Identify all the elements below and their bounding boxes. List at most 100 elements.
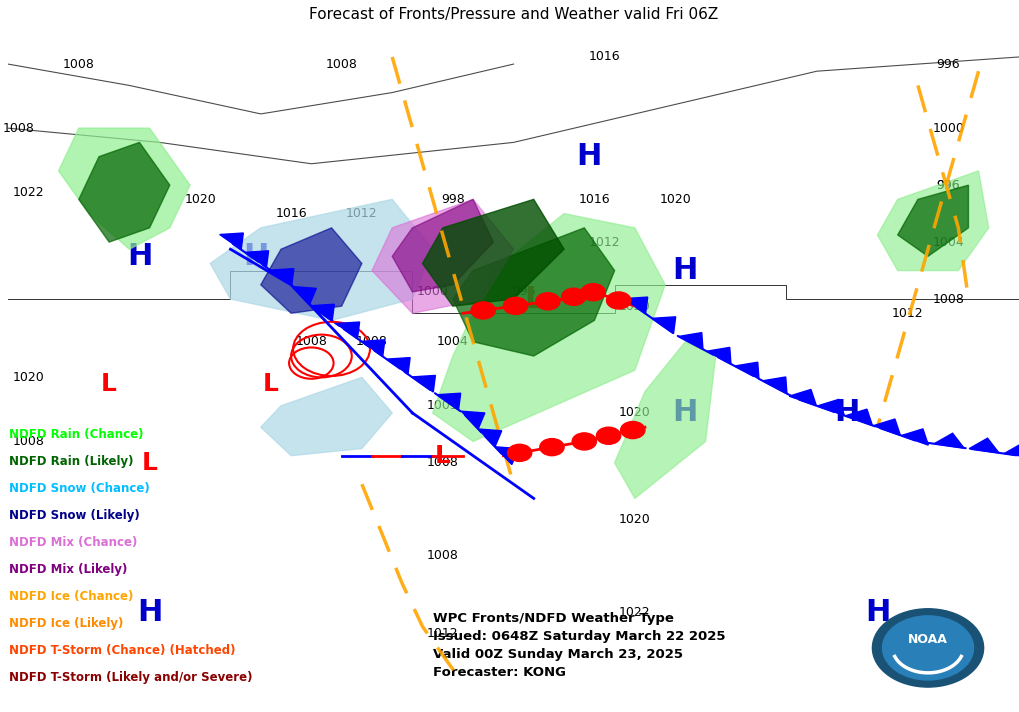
Text: L: L: [142, 451, 158, 475]
Polygon shape: [392, 199, 493, 292]
Text: WPC Fronts/NDFD Weather Type
Issued: 0648Z Saturday March 22 2025
Valid 00Z Sund: WPC Fronts/NDFD Weather Type Issued: 064…: [433, 612, 726, 679]
Text: 1004: 1004: [437, 335, 469, 348]
Text: NDFD Snow (Likely): NDFD Snow (Likely): [9, 509, 140, 522]
Circle shape: [503, 298, 528, 315]
Text: 1012: 1012: [346, 207, 378, 220]
Text: H: H: [673, 256, 698, 285]
Circle shape: [540, 439, 565, 456]
Text: L: L: [101, 372, 117, 397]
Polygon shape: [873, 419, 901, 435]
Polygon shape: [386, 357, 410, 375]
Polygon shape: [452, 228, 614, 356]
Circle shape: [507, 444, 532, 461]
Polygon shape: [707, 347, 731, 364]
Polygon shape: [261, 377, 392, 456]
Polygon shape: [220, 233, 244, 250]
Text: 1020: 1020: [619, 300, 651, 313]
Text: 1008: 1008: [2, 122, 34, 135]
Text: NOAA: NOAA: [908, 633, 948, 646]
Circle shape: [596, 427, 621, 444]
Text: 1008: 1008: [12, 435, 44, 448]
Text: L: L: [435, 444, 450, 468]
Polygon shape: [735, 362, 759, 379]
Polygon shape: [898, 185, 968, 256]
Text: 1020: 1020: [619, 407, 651, 419]
Polygon shape: [58, 128, 190, 249]
Circle shape: [536, 293, 560, 310]
Polygon shape: [478, 429, 501, 446]
Polygon shape: [790, 389, 816, 406]
Text: Forecast of Fronts/Pressure and Weather valid Fri 06Z: Forecast of Fronts/Pressure and Weather …: [309, 7, 718, 22]
Polygon shape: [437, 393, 461, 410]
Text: NDFD Ice (Chance): NDFD Ice (Chance): [9, 590, 133, 603]
Text: 1004: 1004: [932, 236, 964, 248]
Polygon shape: [1004, 443, 1019, 458]
Polygon shape: [845, 409, 872, 425]
Text: 1008: 1008: [932, 293, 964, 305]
Text: NDFD Rain (Chance): NDFD Rain (Chance): [9, 428, 144, 441]
Text: 1001: 1001: [427, 399, 459, 412]
Text: 1020: 1020: [659, 193, 691, 206]
Circle shape: [882, 616, 973, 680]
Text: NDFD T-Storm (Chance) (Hatched): NDFD T-Storm (Chance) (Hatched): [9, 644, 235, 657]
Circle shape: [581, 283, 605, 300]
Text: NDFD Snow (Chance): NDFD Snow (Chance): [9, 482, 150, 495]
Text: 996: 996: [512, 286, 535, 298]
Polygon shape: [210, 199, 433, 320]
Polygon shape: [311, 304, 334, 321]
Circle shape: [621, 422, 645, 439]
Polygon shape: [372, 199, 514, 313]
Text: H: H: [577, 142, 602, 171]
Text: H: H: [865, 598, 891, 627]
Polygon shape: [901, 429, 928, 445]
Polygon shape: [934, 434, 964, 448]
Polygon shape: [245, 251, 269, 268]
Text: 1016: 1016: [589, 51, 621, 63]
Text: 1012: 1012: [892, 307, 923, 320]
Polygon shape: [462, 412, 485, 429]
Text: 1020: 1020: [184, 193, 216, 206]
Text: L: L: [263, 372, 279, 397]
Text: H: H: [244, 242, 268, 271]
Polygon shape: [652, 317, 676, 333]
Text: 996: 996: [936, 179, 960, 192]
Text: NDFD Rain (Likely): NDFD Rain (Likely): [9, 455, 133, 468]
Polygon shape: [423, 199, 565, 306]
Text: H: H: [137, 598, 162, 627]
Text: H: H: [673, 399, 698, 427]
Text: L: L: [524, 285, 543, 313]
Polygon shape: [336, 322, 360, 339]
Text: 1000: 1000: [932, 122, 964, 135]
Text: 1016: 1016: [275, 207, 307, 220]
Text: 1008: 1008: [427, 549, 459, 562]
Text: 998: 998: [441, 193, 465, 206]
Text: 996: 996: [936, 179, 960, 192]
Polygon shape: [362, 340, 385, 357]
Text: NDFD T-Storm (Likely and/or Severe): NDFD T-Storm (Likely and/or Severe): [9, 671, 253, 684]
Polygon shape: [292, 287, 316, 304]
Circle shape: [471, 302, 495, 319]
Text: 1022: 1022: [619, 606, 651, 619]
Text: 1012: 1012: [589, 236, 621, 248]
Text: 1008: 1008: [63, 58, 95, 70]
Polygon shape: [679, 333, 703, 350]
Text: 1020: 1020: [619, 513, 651, 526]
Polygon shape: [762, 377, 787, 394]
Polygon shape: [270, 268, 293, 286]
Text: H: H: [126, 242, 152, 271]
Text: 1012: 1012: [427, 627, 459, 640]
Text: 1008: 1008: [326, 58, 358, 70]
Polygon shape: [817, 399, 845, 416]
Text: 1016: 1016: [579, 193, 610, 206]
Circle shape: [606, 292, 631, 309]
Text: NDFD Ice (Likely): NDFD Ice (Likely): [9, 617, 123, 630]
Text: NDFD Mix (Likely): NDFD Mix (Likely): [9, 563, 127, 576]
Polygon shape: [261, 228, 362, 313]
Text: H: H: [835, 399, 860, 427]
Text: 996: 996: [936, 58, 960, 70]
Polygon shape: [433, 214, 665, 441]
Text: 1000: 1000: [417, 286, 448, 298]
Polygon shape: [624, 297, 648, 314]
Text: NDFD Mix (Chance): NDFD Mix (Chance): [9, 536, 138, 549]
Text: 1022: 1022: [12, 186, 44, 199]
